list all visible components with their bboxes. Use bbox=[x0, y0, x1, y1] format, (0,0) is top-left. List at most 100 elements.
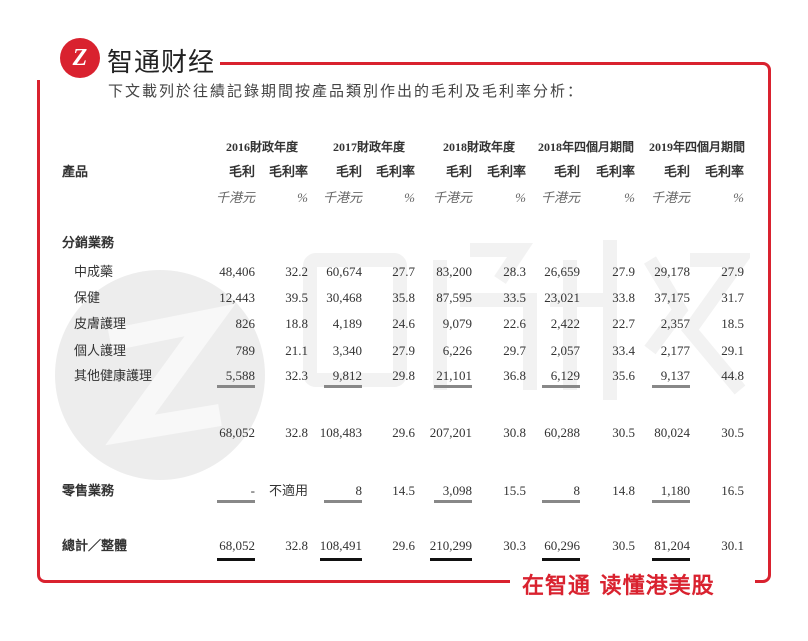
period-header: 2017財政年度 bbox=[332, 140, 405, 154]
product-header: 產品 bbox=[62, 164, 89, 179]
gross-profit-cell: 8 bbox=[308, 483, 362, 503]
period-header: 2016財政年度 bbox=[225, 140, 298, 154]
margin-cell: 30.3 bbox=[472, 538, 526, 561]
cell-value: 14.8 bbox=[612, 483, 635, 498]
cell-value: 68,052 bbox=[217, 538, 255, 561]
margin-cell: 27.9 bbox=[362, 343, 415, 359]
gross-profit-cell: 2,177 bbox=[635, 343, 690, 359]
gross-profit-cell: 1,180 bbox=[635, 483, 690, 503]
row-label: 個人護理 bbox=[74, 343, 127, 358]
margin-cell: 15.5 bbox=[472, 483, 526, 503]
cell-value: 22.7 bbox=[612, 316, 635, 331]
margin-cell: 27.9 bbox=[690, 264, 744, 280]
cell-value: 30.8 bbox=[503, 425, 526, 440]
gross-profit-cell: - bbox=[212, 483, 255, 503]
margin-cell: 35.8 bbox=[362, 290, 415, 306]
cell-value: 15.5 bbox=[503, 483, 526, 498]
unit-row: 千港元% 千港元% 千港元% 千港元% 千港元% bbox=[62, 190, 744, 206]
row-label: 中成藥 bbox=[74, 264, 114, 279]
margin-cell: 14.5 bbox=[362, 483, 415, 503]
gross-profit-cell: 108,491 bbox=[308, 538, 362, 561]
margin-cell: 30.5 bbox=[580, 425, 635, 441]
brand-name: 智通财经 bbox=[107, 48, 216, 78]
row-label bbox=[62, 425, 212, 441]
row-label: 總計／整體 bbox=[62, 538, 128, 553]
margin-cell: 30.5 bbox=[580, 538, 635, 561]
cell-value: 27.9 bbox=[721, 264, 744, 279]
gp-header: 毛利 bbox=[553, 164, 580, 179]
rate-header: 毛利率 bbox=[375, 164, 415, 179]
gross-profit-cell: 9,137 bbox=[635, 368, 690, 388]
rate-header: 毛利率 bbox=[268, 164, 308, 179]
brand-logo-icon: Z bbox=[60, 38, 100, 78]
cell-value: 29.8 bbox=[392, 368, 415, 383]
margin-cell: 30.1 bbox=[690, 538, 744, 561]
row-label: 保健 bbox=[74, 290, 101, 305]
column-header-row: 產品 毛利 毛利率 毛利 毛利率 毛利 毛利率 毛利 毛利率 毛利 毛利率 bbox=[62, 164, 744, 180]
cell-value: 不適用 bbox=[268, 483, 308, 498]
unit-label: 千港元 bbox=[540, 190, 580, 205]
cell-value: 48,406 bbox=[219, 264, 255, 279]
margin-cell: 35.6 bbox=[580, 368, 635, 388]
section-distribution: 分銷業務 bbox=[62, 235, 115, 250]
margin-cell: 22.6 bbox=[472, 316, 526, 332]
unit-label: 千港元 bbox=[650, 190, 690, 205]
red-frame bbox=[37, 62, 771, 583]
cell-value: 30.3 bbox=[503, 538, 526, 553]
gross-profit-cell: 3,340 bbox=[308, 343, 362, 359]
rate-header: 毛利率 bbox=[595, 164, 635, 179]
intro-text: 下文載列於往績記錄期間按產品類別作出的毛利及毛利率分析： bbox=[108, 84, 585, 100]
unit-label: % bbox=[297, 190, 308, 205]
gross-profit-cell: 48,406 bbox=[212, 264, 255, 280]
gross-profit-cell: 210,299 bbox=[415, 538, 472, 561]
cell-value: 30.5 bbox=[612, 425, 635, 440]
rate-header: 毛利率 bbox=[704, 164, 744, 179]
cell-value: 32.8 bbox=[285, 425, 308, 440]
cell-value: 37,175 bbox=[654, 290, 690, 305]
margin-cell: 33.4 bbox=[580, 343, 635, 359]
cell-value: 21,101 bbox=[434, 368, 472, 388]
cell-value: 21.1 bbox=[285, 343, 308, 358]
cell-value: 60,288 bbox=[544, 425, 580, 440]
margin-cell: 29.6 bbox=[362, 538, 415, 561]
cell-value: 12,443 bbox=[219, 290, 255, 305]
margin-cell: 29.8 bbox=[362, 368, 415, 388]
gross-profit-cell: 2,357 bbox=[635, 316, 690, 332]
cell-value: 3,098 bbox=[434, 483, 472, 503]
cell-value: 30.1 bbox=[721, 538, 744, 553]
margin-cell: 32.8 bbox=[255, 425, 308, 441]
cell-value: 39.5 bbox=[285, 290, 308, 305]
gp-header: 毛利 bbox=[335, 164, 362, 179]
gross-profit-cell: 207,201 bbox=[415, 425, 472, 441]
cell-value: 9,137 bbox=[652, 368, 690, 388]
cell-value: 9,812 bbox=[324, 368, 362, 388]
cell-value: 29.7 bbox=[503, 343, 526, 358]
margin-cell: 不適用 bbox=[255, 483, 308, 503]
gross-profit-cell: 26,659 bbox=[526, 264, 580, 280]
unit-label: % bbox=[624, 190, 635, 205]
gross-profit-cell: 30,468 bbox=[308, 290, 362, 306]
gross-profit-cell: 81,204 bbox=[635, 538, 690, 561]
rate-header: 毛利率 bbox=[486, 164, 526, 179]
cell-value: 32.2 bbox=[285, 264, 308, 279]
margin-cell: 27.7 bbox=[362, 264, 415, 280]
margin-cell: 44.8 bbox=[690, 368, 744, 388]
gross-profit-cell: 108,483 bbox=[308, 425, 362, 441]
margin-cell: 31.7 bbox=[690, 290, 744, 306]
row-label: 其他健康護理 bbox=[74, 368, 153, 383]
gross-profit-cell: 2,422 bbox=[526, 316, 580, 332]
cell-value: 27.9 bbox=[392, 343, 415, 358]
section-heading-row: 分銷業務 bbox=[62, 235, 744, 251]
cell-value: 30.5 bbox=[721, 425, 744, 440]
cell-value: 81,204 bbox=[652, 538, 690, 561]
cell-value: 36.8 bbox=[503, 368, 526, 383]
unit-label: % bbox=[404, 190, 415, 205]
margin-cell: 24.6 bbox=[362, 316, 415, 332]
margin-cell: 28.3 bbox=[472, 264, 526, 280]
cell-value: 207,201 bbox=[429, 425, 472, 440]
margin-cell: 14.8 bbox=[580, 483, 635, 503]
cell-value: 30,468 bbox=[326, 290, 362, 305]
table-row: 皮膚護理 826 18.8 4,189 24.6 9,079 22.6 2,422 22.7 2,… bbox=[62, 316, 744, 332]
cell-value: 33.5 bbox=[503, 290, 526, 305]
period-header: 2019年四個月期間 bbox=[648, 140, 745, 154]
